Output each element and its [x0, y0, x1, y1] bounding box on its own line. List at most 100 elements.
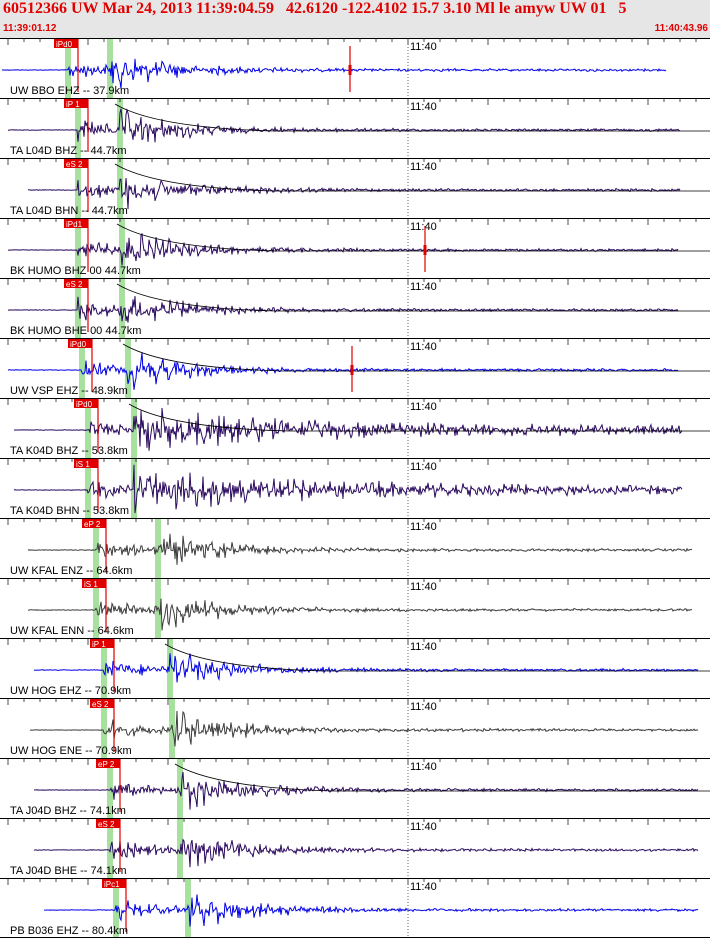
p-window-band [65, 38, 71, 98]
trace-row[interactable]: 11:40 eS 2 BK HUMO BHE 00 44.7km [0, 278, 710, 339]
trace-row[interactable]: 11:40 eS 2 TA L04D BHN -- 44.7km [0, 158, 710, 219]
p-window-band [75, 158, 81, 218]
s-window-band [167, 638, 173, 698]
pick-label: iPc1 [104, 880, 120, 889]
p-window-band [75, 98, 81, 158]
minute-label: 11:40 [410, 401, 437, 413]
minute-label: 11:40 [410, 461, 437, 473]
s-window-band [119, 218, 125, 278]
s-window-band [177, 818, 183, 878]
pick-flag[interactable] [64, 279, 88, 288]
station-label: UW KFAL ENZ -- 64.6km [10, 565, 132, 577]
pick-flag[interactable] [90, 639, 114, 648]
pick-flag[interactable] [74, 399, 98, 408]
pick-flag[interactable] [64, 159, 88, 168]
station-label: TA L04D BHN -- 44.7km [10, 205, 128, 217]
s-window-band [177, 758, 183, 818]
pick-flag[interactable] [74, 459, 98, 468]
minute-label: 11:40 [410, 221, 437, 233]
pick-flag[interactable] [82, 579, 106, 588]
minute-label: 11:40 [410, 281, 437, 293]
envelope-curve [164, 643, 710, 672]
trace-row[interactable]: 11:40 iP 1 TA L04D BHZ -- 44.7km [0, 98, 710, 159]
waveform-trace [7, 232, 679, 266]
trace-row[interactable]: 11:40 iPd0 UW VSP EHZ -- 48.9km [0, 338, 710, 399]
minute-label: 11:40 [410, 761, 437, 773]
pick-flag[interactable] [102, 879, 126, 888]
trace-row[interactable]: 11:40 iPd0 TA K04D BHZ -- 53.8km [0, 398, 710, 459]
end-time: 11:40:43.96 [654, 23, 708, 34]
p-window-band [107, 818, 113, 878]
minute-label: 11:40 [410, 161, 437, 173]
s-window-band [125, 338, 131, 398]
trace-row[interactable]: 11:40 iPd1 BK HUMO BHZ 00 44.7km [0, 218, 710, 279]
pick-flag[interactable] [82, 519, 106, 528]
waveform-trace [27, 598, 693, 631]
station-label: TA K04D BHZ -- 53.8km [10, 445, 128, 457]
p-window-band [101, 698, 107, 758]
envelope-curve [128, 403, 710, 432]
s-window-band [117, 98, 123, 158]
pick-label: eS 2 [98, 820, 115, 829]
waveform-trace [33, 838, 699, 868]
s-window-band [107, 38, 113, 98]
p-window-band [75, 278, 81, 338]
seismogram-panel[interactable]: 11:40 iPd0 UW BBO EHZ -- 37.9km 11:40 iP 1 TA… [0, 38, 710, 938]
waveform-trace [8, 108, 681, 143]
start-time: 11:39:01.12 [3, 23, 57, 34]
pick-flag[interactable] [64, 219, 88, 228]
minute-label: 11:40 [410, 641, 437, 653]
envelope-curve [174, 763, 710, 792]
pick-flag[interactable] [96, 759, 120, 768]
p-window-band [101, 638, 107, 698]
trace-row[interactable]: 11:40 eP 2 TA J04D BHZ -- 74.1km [0, 758, 710, 819]
station-label: TA L04D BHZ -- 44.7km [10, 145, 127, 157]
envelope-curve [114, 163, 710, 192]
pick-label: iP 1 [92, 640, 106, 649]
pick-label: iPd0 [76, 400, 93, 409]
pick-flag[interactable] [68, 339, 92, 348]
station-label: UW HOG EHZ -- 70.9km [10, 685, 131, 697]
station-label: UW BBO EHZ -- 37.9km [10, 85, 129, 97]
station-label: TA K04D BHN -- 53.8km [10, 505, 129, 517]
event-title: 60512366 UW Mar 24, 2013 11:39:04.59 42.… [3, 0, 627, 17]
p-window-band [93, 518, 99, 578]
minute-label: 11:40 [410, 701, 437, 713]
s-window-band [131, 398, 137, 458]
s-window-band [119, 278, 125, 338]
minute-label: 11:40 [410, 341, 437, 353]
pick-flag[interactable] [54, 39, 78, 48]
pick-label: eS 2 [66, 160, 83, 169]
minute-label: 11:40 [410, 821, 437, 833]
pick-marker-box [348, 65, 352, 75]
waveform-trace [27, 533, 693, 565]
pick-marker-box [423, 245, 427, 255]
minute-label: 11:40 [410, 581, 437, 593]
pick-label: iS 1 [84, 580, 98, 589]
pick-label: eS 2 [66, 280, 83, 289]
pick-flag[interactable] [96, 819, 120, 828]
trace-row[interactable]: 11:40 eS 2 TA J04D BHE -- 74.1km [0, 818, 710, 879]
station-label: BK HUMO BHE 00 44.7km [10, 325, 141, 337]
pick-label: iS 1 [76, 460, 90, 469]
trace-row[interactable]: 11:40 eS 2 UW HOG ENE -- 70.9km [0, 698, 710, 759]
envelope-curve [116, 223, 710, 252]
trace-row[interactable]: 11:40 iP 1 UW HOG EHZ -- 70.9km [0, 638, 710, 699]
p-window-band [85, 398, 91, 458]
pick-marker-box [350, 365, 354, 375]
station-label: TA J04D BHZ -- 74.1km [10, 805, 126, 817]
trace-row[interactable]: 11:40 iPd0 UW BBO EHZ -- 37.9km [0, 38, 710, 99]
waveform-trace [44, 894, 699, 927]
trace-row[interactable]: 11:40 iS 1 UW KFAL ENN -- 64.6km [0, 578, 710, 639]
station-label: BK HUMO BHZ 00 44.7km [10, 265, 141, 277]
waveform-trace [13, 464, 683, 514]
trace-row[interactable]: 11:40 iPc1 PB B036 EHZ -- 80.4km [0, 878, 710, 938]
trace-row[interactable]: 11:40 eP 2 UW KFAL ENZ -- 64.6km [0, 518, 710, 579]
waveform-trace [33, 653, 699, 683]
waveform-trace [7, 296, 679, 323]
trace-row[interactable]: 11:40 iS 1 TA K04D BHN -- 53.8km [0, 458, 710, 519]
minute-label: 11:40 [410, 101, 437, 113]
pick-flag[interactable] [90, 699, 114, 708]
pick-flag[interactable] [64, 99, 88, 108]
station-label: UW KFAL ENN -- 64.6km [10, 625, 134, 637]
